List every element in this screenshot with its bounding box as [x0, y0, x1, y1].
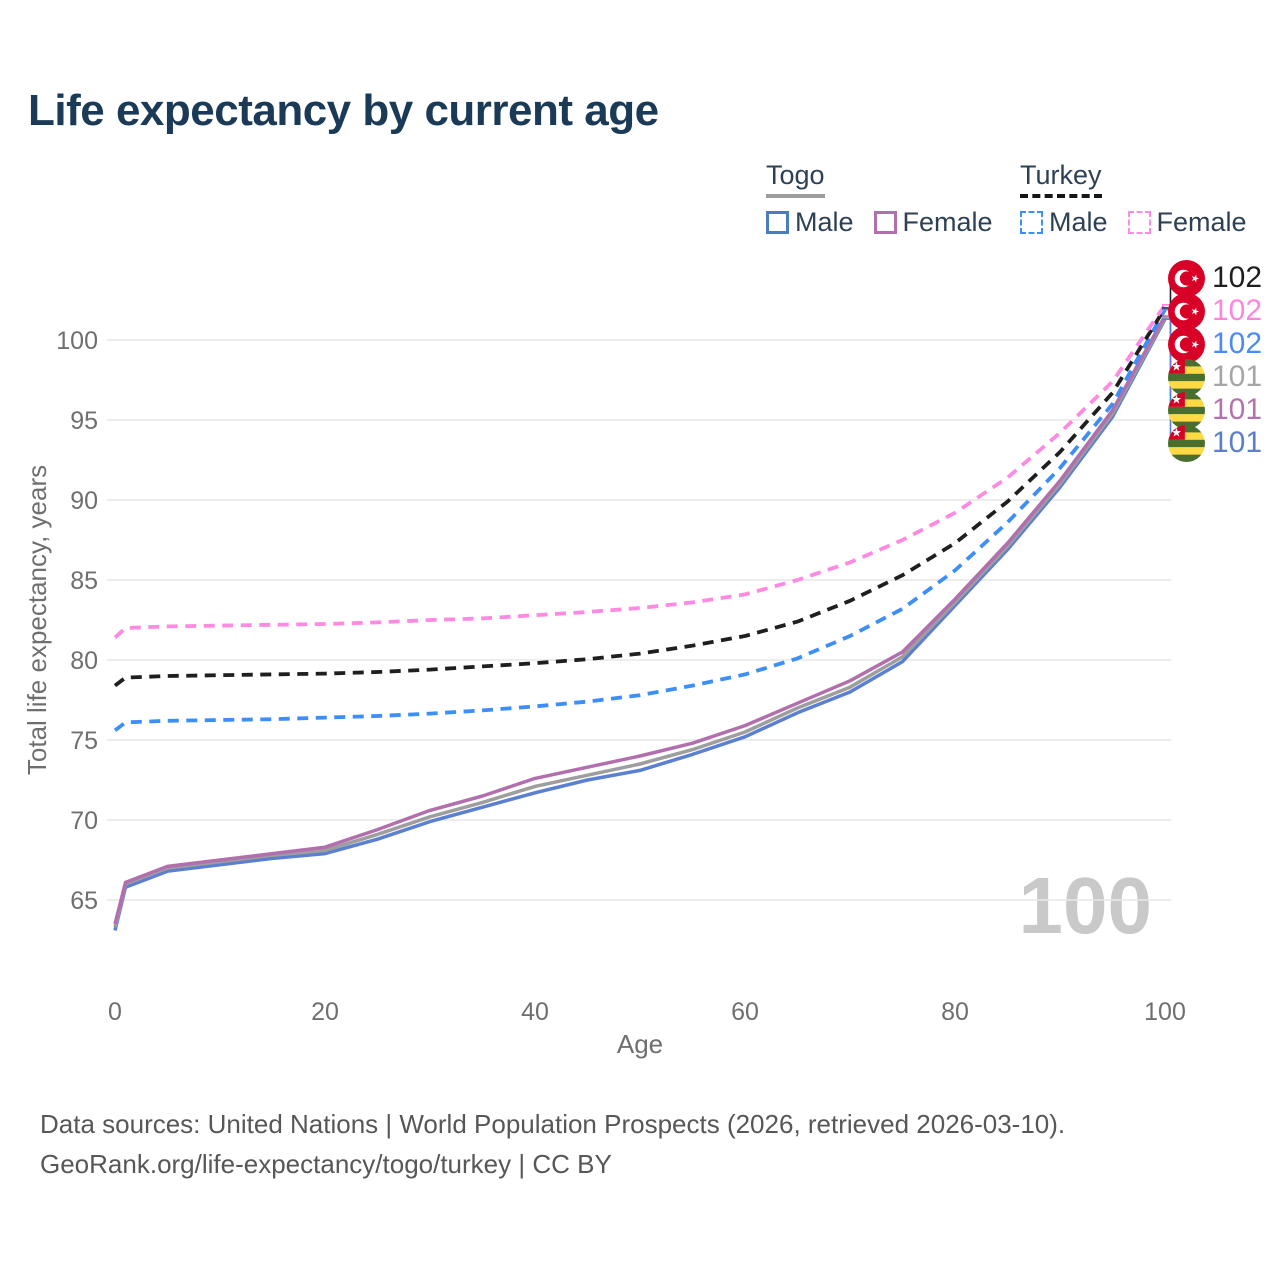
end-label-value: 102 — [1212, 327, 1263, 360]
svg-text:80: 80 — [70, 647, 98, 675]
footer: Data sources: United Nations | World Pop… — [40, 1104, 1065, 1184]
legend-item-label: Male — [1049, 207, 1108, 237]
footer-sources: Data sources: United Nations | World Pop… — [40, 1109, 1066, 1139]
togo-flag-icon — [1168, 358, 1205, 396]
end-label-value: 101 — [1212, 426, 1263, 459]
legend-item-label: Female — [902, 207, 993, 237]
togo-flag-icon — [1168, 391, 1205, 429]
svg-text:65: 65 — [70, 887, 98, 915]
legend-item-turkey-female[interactable]: Female — [1127, 207, 1247, 238]
svg-text:70: 70 — [70, 807, 98, 835]
legend-row-turkey: Male Female — [1020, 207, 1267, 238]
legend-item-label: Female — [1156, 207, 1247, 237]
end-label-row: 102 — [1168, 259, 1263, 297]
turkey-male-swatch-icon — [1020, 211, 1043, 234]
svg-text:40: 40 — [521, 998, 549, 1026]
svg-text:Total life expectancy, years: Total life expectancy, years — [22, 465, 52, 775]
turkey-flag-icon — [1168, 325, 1205, 363]
legend-item-label: Male — [795, 207, 854, 237]
age-watermark: 100 — [1018, 861, 1152, 950]
svg-text:75: 75 — [70, 727, 98, 755]
svg-text:20: 20 — [311, 998, 339, 1026]
end-label-value: 101 — [1212, 360, 1263, 393]
legend-group-turkey: Turkey Male Female — [1020, 160, 1267, 238]
page-title: Life expectancy by current age — [28, 86, 659, 135]
end-label-row: 101 — [1168, 391, 1263, 429]
end-label-row: 102 — [1168, 292, 1263, 330]
end-label-row: 101 — [1168, 358, 1263, 396]
end-label-row: 102 — [1168, 325, 1263, 363]
turkey-flag-icon — [1168, 292, 1205, 330]
end-label-value: 102 — [1212, 294, 1263, 327]
footer-attribution: GeoRank.org/life-expectancy/togo/turkey … — [40, 1149, 612, 1179]
end-label-value: 102 — [1212, 261, 1263, 294]
svg-text:95: 95 — [70, 407, 98, 435]
legend-group-togo: Togo Male Female — [766, 160, 1013, 238]
svg-text:100: 100 — [1144, 998, 1186, 1026]
svg-text:60: 60 — [731, 998, 759, 1026]
legend-country-togo[interactable]: Togo — [766, 160, 825, 198]
legend-item-turkey-male[interactable]: Male — [1020, 207, 1108, 238]
togo-female-swatch-icon — [873, 211, 897, 234]
legend-country-turkey[interactable]: Turkey — [1020, 160, 1102, 198]
togo-male-swatch-icon — [766, 211, 789, 234]
legend-item-togo-female[interactable]: Female — [873, 207, 993, 238]
togo-flag-icon — [1168, 424, 1205, 462]
svg-text:0: 0 — [108, 998, 122, 1026]
legend-row-togo: Male Female — [766, 207, 1013, 238]
legend-item-togo-male[interactable]: Male — [766, 207, 854, 238]
end-label-row: 101 — [1168, 424, 1263, 462]
svg-text:100: 100 — [56, 327, 98, 355]
svg-text:80: 80 — [941, 998, 969, 1026]
turkey-flag-icon — [1168, 259, 1205, 297]
end-label-value: 101 — [1212, 393, 1263, 426]
svg-text:Age: Age — [617, 1029, 663, 1059]
svg-text:85: 85 — [70, 567, 98, 595]
svg-text:90: 90 — [70, 487, 98, 515]
turkey-female-swatch-icon — [1127, 211, 1151, 234]
